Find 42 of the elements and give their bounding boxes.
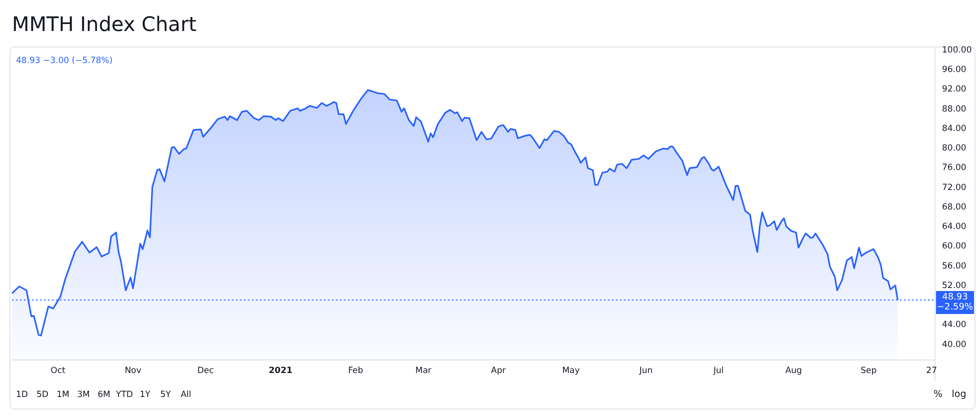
text: All bbox=[180, 390, 192, 400]
text: YTD bbox=[115, 390, 134, 400]
y-tick-label: 88.00 bbox=[942, 104, 966, 114]
y-tick-label: 80.00 bbox=[942, 144, 966, 154]
x-tick-label: 2021 bbox=[268, 366, 293, 376]
y-tick-label: 68.00 bbox=[942, 202, 966, 212]
y-tick-label: 64.00 bbox=[942, 222, 966, 232]
x-tick-label: Jun bbox=[638, 366, 653, 376]
chart-title: MMTH Index Chart bbox=[12, 12, 197, 36]
x-tick-label: Jul bbox=[712, 366, 724, 376]
y-tick-label: 76.00 bbox=[942, 163, 966, 174]
y-tick-label: 96.00 bbox=[942, 65, 966, 76]
x-tick-label: Nov bbox=[124, 366, 142, 376]
y-tick-label: 92.00 bbox=[942, 84, 966, 95]
y-tick-label: 60.00 bbox=[942, 242, 966, 252]
text: log bbox=[952, 389, 966, 400]
text: 5D bbox=[36, 390, 49, 400]
x-tick-label: Aug bbox=[785, 366, 802, 376]
text: 6M bbox=[98, 390, 110, 400]
text: % bbox=[933, 389, 943, 400]
y-tick-label: 84.00 bbox=[942, 124, 966, 134]
text: 5Y bbox=[160, 390, 172, 400]
x-tick-label: Apr bbox=[491, 366, 506, 376]
annotation: 48.93 −3.00 (−5.78%) bbox=[16, 56, 113, 66]
text: 1Y bbox=[140, 390, 152, 400]
y-tick-label: 44.00 bbox=[942, 320, 966, 330]
text: 1M bbox=[56, 390, 70, 400]
x-tick-label: Oct bbox=[50, 366, 66, 376]
text: 3M bbox=[77, 390, 90, 400]
x-tick-label: Feb bbox=[348, 366, 364, 376]
y-tick-label: 100.00 bbox=[942, 45, 972, 56]
x-tick-label: Mar bbox=[415, 366, 432, 376]
x-tick-label: Dec bbox=[197, 366, 214, 376]
x-tick-label: 27 bbox=[926, 366, 937, 376]
y-tick-label: 52.00 bbox=[942, 280, 966, 291]
x-tick-label: May bbox=[562, 366, 580, 376]
text: 1D bbox=[16, 390, 28, 400]
ref-line-label: 48.93 −2.59% bbox=[936, 292, 974, 313]
y-tick-label: 40.00 bbox=[942, 340, 966, 350]
y-tick-label: 56.00 bbox=[942, 261, 966, 272]
y-tick-label: 72.00 bbox=[942, 182, 966, 193]
x-tick-label: Sep bbox=[860, 366, 877, 376]
